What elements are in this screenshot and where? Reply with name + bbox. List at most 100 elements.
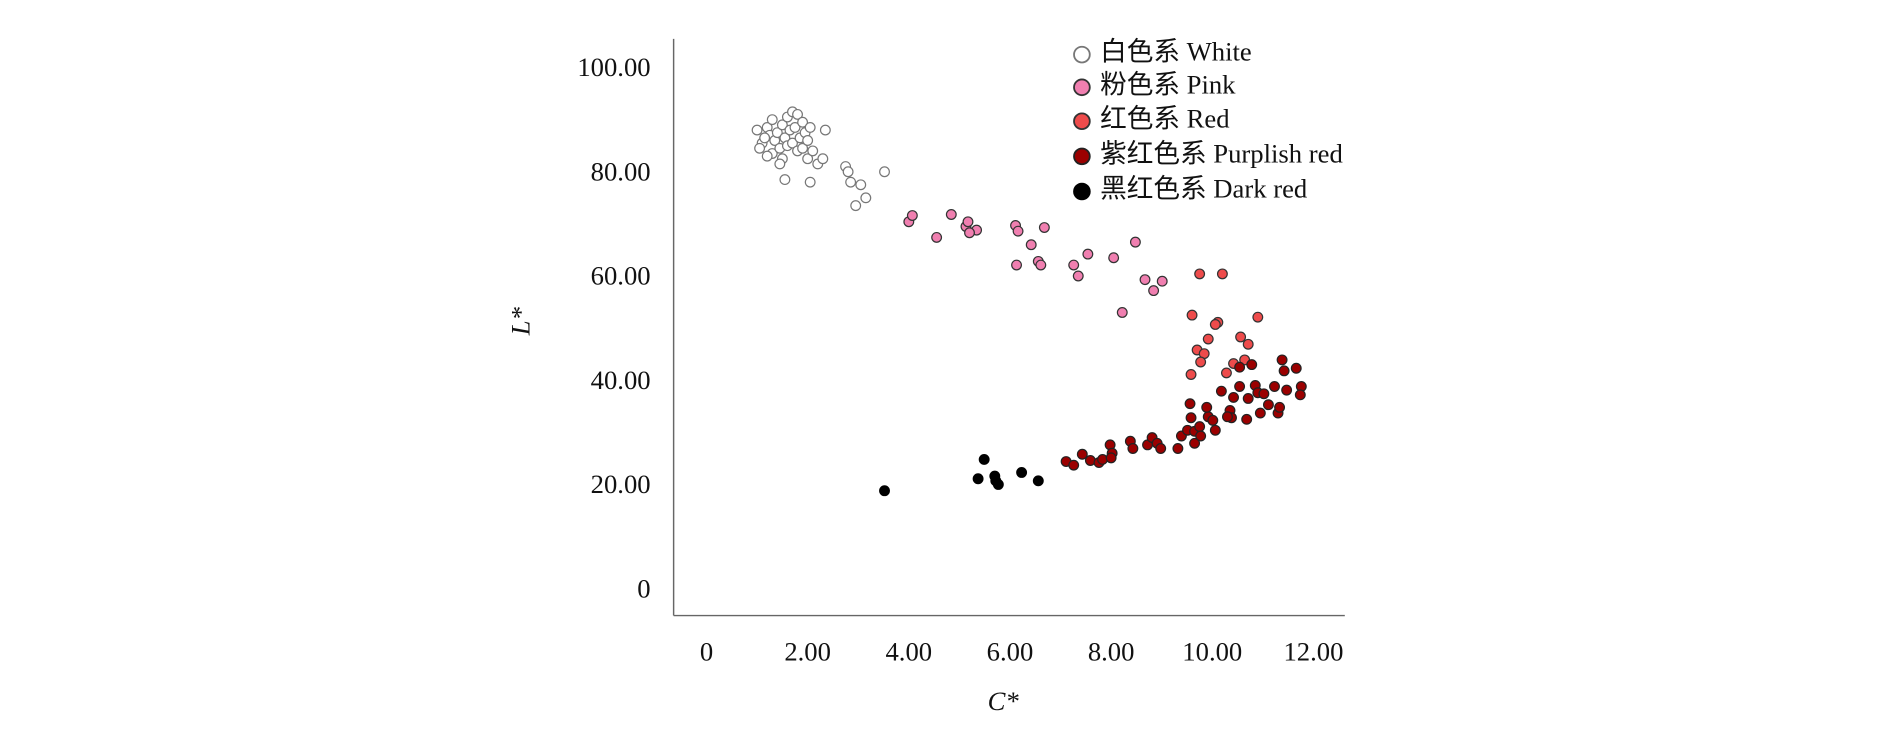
scatter-point [1185,412,1197,424]
scatter-point [771,127,783,139]
x-axis-title: C* [988,686,1020,716]
scatter-point [1186,309,1198,321]
y-tick-label: 100.00 [577,52,650,82]
scatter-point [1016,467,1028,478]
scatter-point [1011,259,1022,271]
x-tick-label: 0 [700,636,713,666]
scatter-point [1076,448,1088,460]
scatter-point [1139,274,1151,286]
legend-marker [1073,182,1091,201]
scatter-point [1281,384,1293,396]
scatter-point [804,122,816,133]
scatter-point [1234,381,1246,392]
scatter-point [1242,338,1254,350]
scatter-point [879,166,890,178]
scatter-point [797,116,809,128]
scatter-point [1269,381,1280,392]
scatter-point [1241,413,1253,425]
scatter-point [1156,275,1168,287]
scatter-point [1220,367,1232,379]
scatter-point [1242,393,1254,404]
x-tick-label: 10.00 [1182,636,1242,666]
scatter-point [860,192,872,204]
scatter-point [1207,414,1219,426]
scatter-point [850,200,862,212]
x-tick-label: 8.00 [1088,636,1135,666]
legend-label: 黑红色系 Dark red [1100,174,1307,204]
scatter-point [1274,401,1286,413]
scatter-point [754,142,766,154]
scatter-point [990,475,1002,487]
scatter-point [845,176,857,188]
scatter-point [817,153,829,165]
x-tick-label: 4.00 [885,636,932,666]
scatter-point [1262,399,1274,411]
scatter-point [1195,430,1207,442]
scatter-point [776,119,788,131]
legend-marker [1073,112,1091,131]
scatter-point [1108,252,1120,264]
scatter-point [804,176,816,188]
y-tick-label: 0 [637,573,650,603]
scatter-point [1258,388,1270,400]
scatter-point [789,122,801,133]
scatter-point [1234,361,1246,373]
scatter-point [1290,362,1302,374]
scatter-point [1012,225,1024,237]
scatter-point [1189,437,1201,449]
scatter-point [879,485,890,497]
scatter-point [787,137,798,149]
scatter-point [1252,311,1264,323]
scatter-point [1222,411,1233,423]
scatter-point [766,114,778,126]
scatter-point [1129,236,1141,248]
scatter-point [1072,270,1084,282]
scatter-point [1185,369,1197,380]
scatter-point [1172,443,1184,454]
scatter-point [1194,421,1206,433]
legend-label: 白色系 White [1100,37,1252,67]
scatter-point [819,124,831,136]
legend-label: 粉色系 Pink [1100,69,1236,99]
scatter-point [972,473,984,485]
scatter-point [1278,365,1290,377]
scatter-point [1035,259,1047,271]
scatter-point [1215,385,1227,397]
scatter-point [802,153,814,165]
legend-marker [1073,45,1091,64]
scatter-point [1254,407,1266,419]
scatter-point [1202,333,1214,345]
scatter-point [1038,222,1050,233]
scatter-point [1195,356,1207,368]
scatter-point [759,132,771,144]
scatter-point [1082,248,1094,260]
y-axis-title: L* [505,306,535,336]
x-tick-label: 12.00 [1283,636,1343,666]
scatter-point [1127,443,1139,454]
y-tick-label: 80.00 [591,156,651,186]
scatter-point [1105,452,1117,464]
scatter-point [906,210,918,221]
scatter-point [1209,319,1221,330]
scatter-point [802,135,814,146]
scatter-point [1025,239,1037,251]
scatter-point [1155,443,1167,454]
scatter-point [792,108,803,120]
scatter-point [1184,398,1196,410]
scatter-point [945,209,957,220]
legend-label: 红色系 Red [1100,103,1230,133]
scatter-point [797,142,809,154]
scatter-point [1116,307,1128,318]
scatter-point [855,179,867,191]
y-tick-label: 20.00 [591,469,651,499]
scatter-point [1032,475,1044,487]
scatter-point [1209,424,1221,436]
scatter-point [774,158,786,170]
y-tick-label: 60.00 [591,261,651,291]
x-tick-label: 6.00 [987,636,1034,666]
scatter-point [931,231,943,243]
y-tick-label: 40.00 [591,365,651,395]
legend-marker [1073,147,1091,166]
scatter-point [751,124,763,136]
scatter-point [1276,354,1288,366]
